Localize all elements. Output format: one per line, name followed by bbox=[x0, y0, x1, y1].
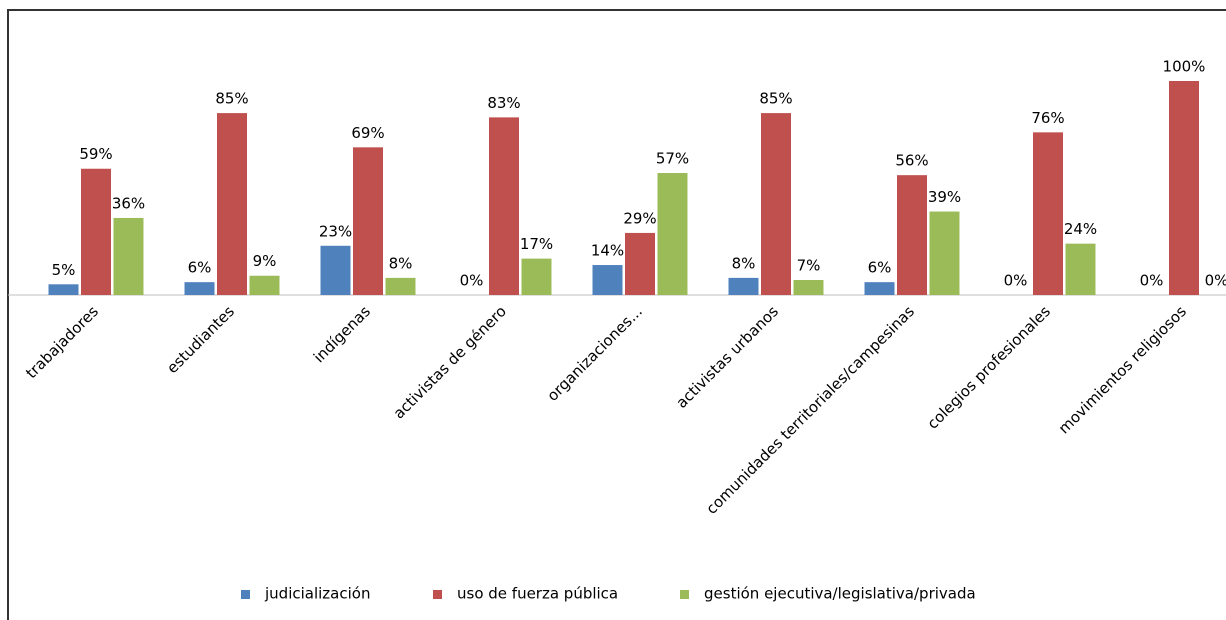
data-label: 39% bbox=[928, 188, 961, 206]
bar bbox=[761, 113, 791, 295]
bar bbox=[385, 277, 416, 295]
bar bbox=[1033, 132, 1063, 295]
data-label: 100% bbox=[1163, 58, 1206, 76]
data-label: 8% bbox=[389, 254, 413, 272]
data-label: 85% bbox=[759, 90, 792, 108]
bar bbox=[728, 277, 759, 295]
bar bbox=[113, 217, 144, 295]
data-label: 0% bbox=[1140, 272, 1164, 290]
data-label: 57% bbox=[656, 150, 689, 168]
data-label: 6% bbox=[188, 259, 212, 277]
bar bbox=[489, 117, 519, 295]
data-label: 85% bbox=[215, 90, 248, 108]
bar bbox=[81, 168, 111, 295]
legend-swatch bbox=[433, 590, 442, 599]
bar bbox=[657, 173, 688, 295]
data-label: 0% bbox=[1205, 272, 1226, 290]
data-label: 69% bbox=[351, 124, 384, 142]
bar bbox=[929, 211, 960, 295]
x-tick-label: movimientos religiosos bbox=[1055, 302, 1190, 437]
data-label: 6% bbox=[868, 259, 892, 277]
bar bbox=[184, 282, 215, 295]
legend-label: judicialización bbox=[264, 585, 370, 603]
data-label: 23% bbox=[319, 222, 352, 240]
data-label: 36% bbox=[112, 194, 145, 212]
bar bbox=[353, 147, 383, 295]
data-label: 56% bbox=[895, 152, 928, 170]
x-tick-label: activistas urbanos bbox=[672, 302, 782, 412]
x-tick-label: organizaciones... bbox=[543, 302, 646, 405]
bar bbox=[625, 232, 655, 295]
x-tick-label: colegios profesionales bbox=[924, 302, 1055, 433]
data-label: 5% bbox=[52, 261, 76, 279]
data-label: 0% bbox=[1004, 272, 1028, 290]
x-tick-label: trabajadores bbox=[22, 302, 102, 382]
data-label: 76% bbox=[1031, 109, 1064, 127]
legend-label: uso de fuerza pública bbox=[457, 585, 618, 603]
bar bbox=[320, 245, 351, 295]
bar bbox=[249, 275, 280, 295]
chart-frame bbox=[7, 9, 1226, 620]
x-tick-label: indígenas bbox=[310, 302, 374, 366]
bar bbox=[48, 284, 79, 295]
data-label: 59% bbox=[79, 145, 112, 163]
legend-swatch bbox=[680, 590, 689, 599]
x-tick-label: comunidades territoriales/campesinas bbox=[703, 302, 919, 518]
legend-label: gestión ejecutiva/legislativa/privada bbox=[704, 585, 976, 603]
bar bbox=[864, 282, 895, 295]
data-label: 17% bbox=[520, 235, 553, 253]
bar bbox=[217, 113, 247, 295]
legend-swatch bbox=[241, 590, 250, 599]
data-label: 83% bbox=[487, 94, 520, 112]
bar bbox=[521, 258, 552, 295]
x-tick-label: activistas de género bbox=[390, 302, 510, 422]
bar bbox=[1065, 243, 1096, 295]
data-label: 9% bbox=[253, 252, 277, 270]
data-label: 0% bbox=[460, 272, 484, 290]
bar bbox=[592, 265, 623, 295]
bar bbox=[1169, 81, 1199, 295]
x-tick-label: estudiantes bbox=[163, 302, 238, 377]
data-label: 14% bbox=[591, 242, 624, 260]
data-label: 29% bbox=[623, 209, 656, 227]
data-label: 7% bbox=[797, 257, 821, 275]
data-label: 24% bbox=[1064, 220, 1097, 238]
data-label: 8% bbox=[732, 254, 756, 272]
bar bbox=[793, 280, 824, 295]
bar bbox=[897, 175, 927, 295]
